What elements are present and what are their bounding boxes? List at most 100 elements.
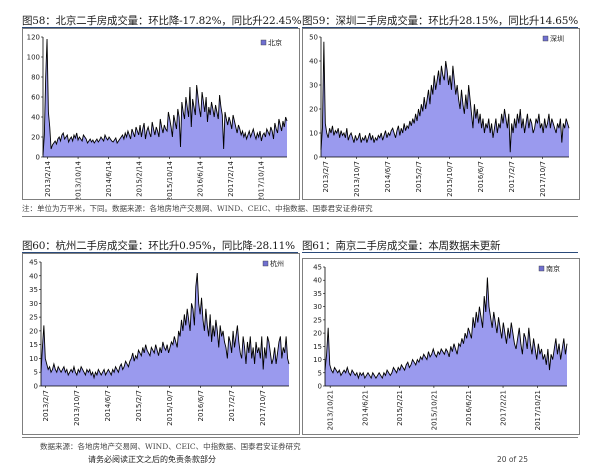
- y-tick-label: 30: [313, 303, 322, 311]
- y-tick-label: 35: [313, 290, 322, 298]
- line-南京: [324, 277, 568, 380]
- y-tick-label: 35: [29, 286, 38, 294]
- legend-label: 杭州: [270, 259, 284, 268]
- chart-hangzhou: 0 5 10 15 20 25 30 35 40 45 2013/2/7 2013/10/7 2014/…: [29, 259, 290, 426]
- chart-beijing: 0 20 40 60 80 100 120 2013/2/14 2013/10/14 2014/6…: [27, 34, 288, 199]
- line-深圳: [320, 41, 570, 153]
- y-tick-label: 45: [29, 259, 38, 267]
- legend-swatch: [542, 35, 549, 42]
- x-tick-label: 2017/2/7: [228, 390, 236, 421]
- legend-label: 北京: [268, 38, 282, 47]
- panel-title-bar-1: 图58：北京二手房成交量：环比降-17.82%，同比升22.45%: [22, 9, 302, 28]
- x-tick-label: 2013/10/14: [75, 160, 83, 199]
- panel-title-bar-2: 图59：深圳二手房成交量：环比升28.15%，同比升14.65%: [302, 9, 578, 28]
- y-tick-label: 0: [34, 383, 38, 391]
- y-tick-label: 15: [313, 343, 322, 351]
- x-tick-label: 2014/6/7: [104, 390, 112, 421]
- area-南京: [325, 277, 567, 386]
- y-tick-label: 10: [313, 356, 322, 364]
- legend-label: 深圳: [550, 34, 564, 43]
- y-tick-label: 25: [29, 314, 38, 322]
- x-tick-label: 2016/6/14: [197, 160, 205, 196]
- x-tick-label: 2017/10/14: [258, 160, 266, 199]
- x-tick-label: 2015/10/21: [430, 390, 438, 430]
- panel-title-beijing: 图58：北京二手房成交量：环比降-17.82%，同比升22.45%: [22, 15, 302, 27]
- x-tick-label: 2017/10/7: [259, 390, 267, 426]
- x-tick-label: 2016/6/7: [197, 390, 205, 421]
- legend-swatch: [538, 265, 545, 272]
- y-tick-label: 20: [29, 327, 38, 335]
- panel-title-shenzhen: 图59：深圳二手房成交量：环比升28.15%，同比升14.65%: [302, 15, 579, 27]
- y-tick-label: 0: [314, 154, 318, 162]
- y-tick-label: 5: [318, 369, 322, 377]
- y-tick-label: 20: [313, 330, 322, 338]
- x-tick-label: 2017/2/21: [500, 390, 508, 426]
- x-tick-label: 2015/2/21: [396, 390, 404, 426]
- area-深圳: [321, 41, 569, 157]
- y-tick-label: 40: [29, 272, 38, 280]
- area-北京: [43, 39, 287, 157]
- x-tick-label: 2016/6/7: [477, 161, 485, 192]
- x-tick-label: 2015/10/7: [446, 161, 454, 197]
- line-北京: [42, 38, 288, 156]
- x-tick-label: 2013/10/7: [73, 390, 81, 426]
- y-tick-label: 10: [309, 130, 318, 138]
- y-tick-label: 45: [313, 264, 322, 272]
- footer-disclaimer: 请务必阅读正文之后的免责条款部分: [88, 455, 216, 464]
- separator-top: [22, 216, 578, 217]
- x-tick-label: 2017/2/7: [508, 161, 516, 192]
- chart-box-hangzhou: 0 5 10 15 20 25 30 35 40 45 2013/2/7 2013/10/7 2014/…: [22, 253, 300, 435]
- y-tick-label: 20: [31, 134, 40, 142]
- y-tick-label: 40: [31, 114, 40, 122]
- separator-bottom: [22, 437, 578, 438]
- y-tick-label: 30: [29, 300, 38, 308]
- y-tick-label: 40: [313, 277, 322, 285]
- y-tick-label: 100: [27, 54, 40, 62]
- y-tick-label: 5: [34, 369, 38, 377]
- line-杭州: [40, 272, 290, 380]
- x-tick-label: 2017/2/14: [227, 160, 235, 196]
- y-tick-label: 60: [31, 94, 40, 102]
- chart-nanjing: 0 5 10 15 20 25 30 35 40 45 2013/10/21 2014/6/21 201…: [313, 264, 568, 430]
- chart-shenzhen: 0 10 20 30 40 50 2013/2/7 2013/10/7 2014/6/7 2015…: [309, 34, 570, 197]
- x-tick-label: 2014/6/14: [105, 160, 113, 196]
- y-tick-label: 25: [313, 316, 322, 324]
- page-number: 20 of 25: [497, 455, 529, 464]
- y-tick-label: 40: [309, 58, 318, 66]
- y-tick-label: 15: [29, 341, 38, 349]
- x-tick-label: 2015/10/7: [166, 390, 174, 426]
- panel-title-bar-4: 图61：南京二手房成交量：本周数据未更新: [302, 234, 578, 253]
- x-tick-label: 2017/10/21: [534, 390, 542, 430]
- x-tick-label: 2013/2/14: [44, 160, 52, 196]
- chart-box-nanjing: 0 5 10 15 20 25 30 35 40 45 2013/10/21 2014/6/21 201…: [302, 258, 580, 435]
- panel-title-nanjing: 图61：南京二手房成交量：本周数据未更新: [302, 240, 501, 252]
- x-tick-label: 2015/2/7: [135, 390, 143, 421]
- x-tick-label: 2013/10/21: [327, 390, 335, 430]
- x-tick-label: 2015/2/7: [415, 161, 423, 192]
- x-tick-label: 2013/2/7: [42, 390, 50, 421]
- y-tick-label: 20: [309, 106, 318, 114]
- panel-title-bar-3: 图60：杭州二手房成交量：环比升0.95%，同比降-28.11%: [22, 234, 298, 253]
- x-tick-label: 2013/10/7: [353, 161, 361, 197]
- x-tick-label: 2015/2/14: [136, 160, 144, 196]
- legend-swatch: [262, 260, 269, 267]
- x-tick-label: 2015/10/14: [166, 160, 174, 199]
- note-top: 注：单位为万平米，下同。数据来源：各地房地产交易网、WIND、CEIC、中指数据…: [22, 204, 373, 213]
- x-tick-label: 2016/6/21: [465, 390, 473, 426]
- y-tick-label: 0: [36, 154, 40, 162]
- x-tick-label: 2014/6/7: [384, 161, 392, 192]
- x-tick-label: 2014/6/21: [361, 390, 369, 426]
- y-tick-label: 80: [31, 74, 40, 82]
- y-tick-label: 50: [309, 34, 318, 42]
- x-tick-label: 2017/10/7: [539, 161, 547, 197]
- y-tick-label: 10: [29, 355, 38, 363]
- y-tick-label: 120: [27, 34, 40, 42]
- legend-label: 南京: [546, 264, 560, 273]
- legend-swatch: [260, 39, 267, 46]
- y-tick-label: 0: [318, 383, 322, 391]
- chart-box-shenzhen: 0 10 20 30 40 50 2013/2/7 2013/10/7 2014/6/7 2015…: [302, 28, 580, 200]
- x-tick-label: 2013/2/7: [322, 161, 330, 192]
- note-bottom: 数据来源：各地房地产交易网、WIND、CEIC、中指数据、国泰君安证券研究: [40, 442, 301, 451]
- y-tick-label: 30: [309, 82, 318, 90]
- panel-title-hangzhou: 图60：杭州二手房成交量：环比升0.95%，同比降-28.11%: [22, 240, 295, 252]
